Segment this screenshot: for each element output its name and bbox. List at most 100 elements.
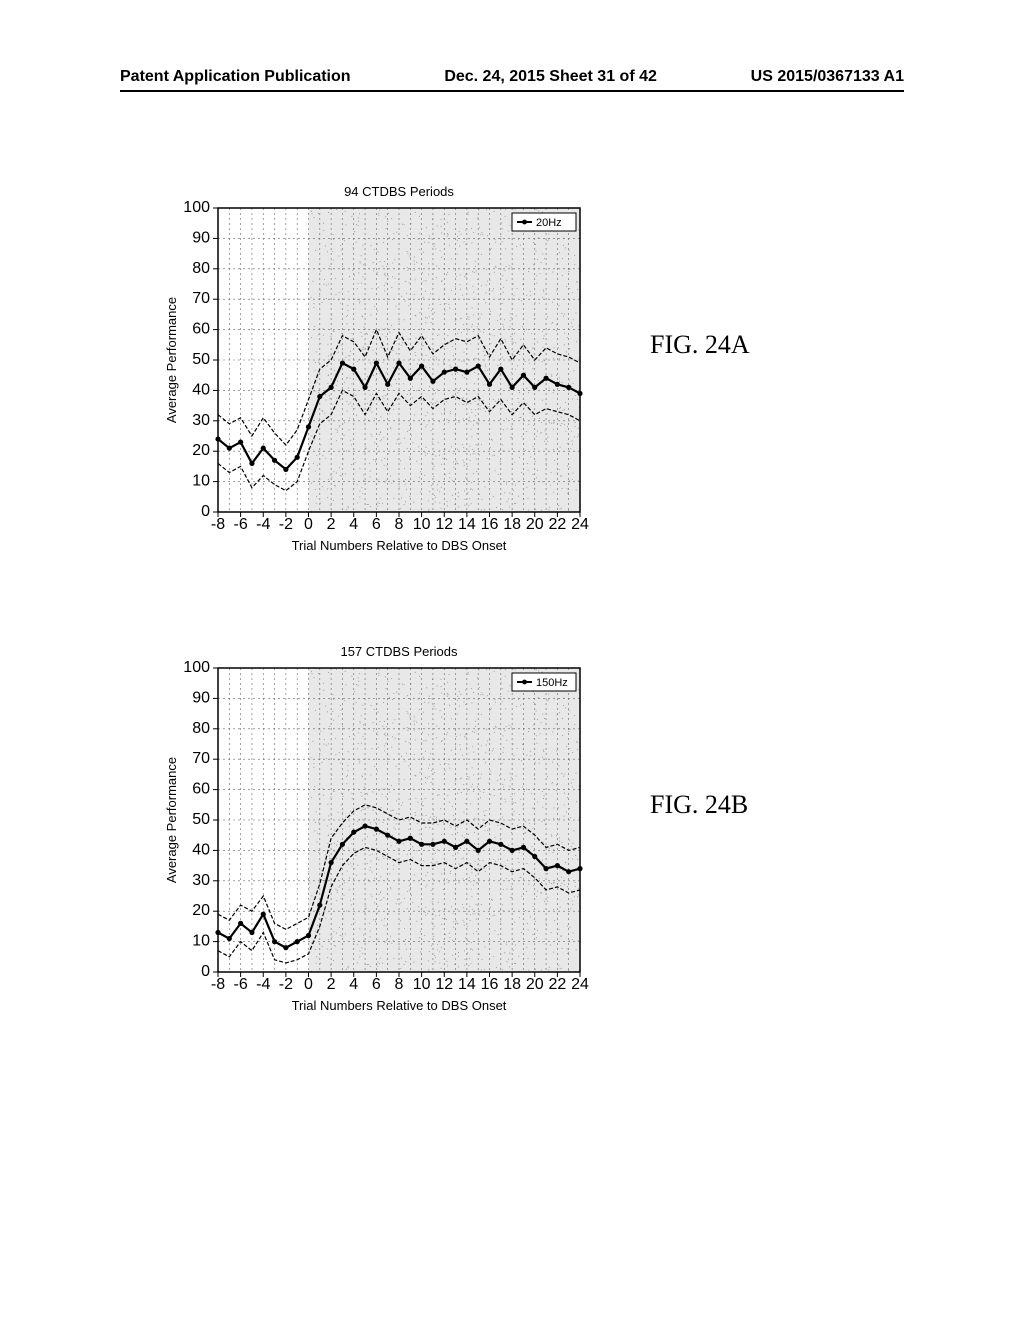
y-tick-label: 10 bbox=[192, 473, 210, 490]
data-marker bbox=[543, 376, 548, 381]
x-axis-label: Trial Numbers Relative to DBS Onset bbox=[292, 998, 507, 1013]
chart-title: 94 CTDBS Periods bbox=[344, 184, 454, 199]
x-tick-label: 8 bbox=[395, 976, 404, 993]
x-tick-label: 14 bbox=[458, 516, 476, 533]
data-marker bbox=[476, 848, 481, 853]
x-tick-label: 22 bbox=[548, 516, 566, 533]
data-marker bbox=[419, 842, 424, 847]
data-marker bbox=[543, 866, 548, 871]
data-marker bbox=[340, 842, 345, 847]
data-marker bbox=[396, 839, 401, 844]
y-tick-label: 60 bbox=[192, 781, 210, 798]
data-marker bbox=[385, 833, 390, 838]
header-left: Patent Application Publication bbox=[120, 68, 351, 86]
data-marker bbox=[442, 370, 447, 375]
data-marker bbox=[510, 385, 515, 390]
y-axis-label: Average Performance bbox=[164, 297, 179, 423]
data-marker bbox=[272, 939, 277, 944]
data-marker bbox=[521, 845, 526, 850]
x-tick-label: 22 bbox=[548, 976, 566, 993]
y-axis-label: Average Performance bbox=[164, 757, 179, 883]
data-marker bbox=[351, 367, 356, 372]
data-marker bbox=[227, 936, 232, 941]
data-marker bbox=[283, 945, 288, 950]
data-marker bbox=[442, 839, 447, 844]
data-marker bbox=[238, 921, 243, 926]
data-marker bbox=[430, 842, 435, 847]
x-axis-label: Trial Numbers Relative to DBS Onset bbox=[292, 538, 507, 553]
y-tick-label: 100 bbox=[183, 199, 210, 216]
x-tick-label: 12 bbox=[435, 516, 453, 533]
data-marker bbox=[340, 360, 345, 365]
figure-label-24a: FIG. 24A bbox=[650, 330, 750, 360]
data-marker bbox=[329, 860, 334, 865]
y-tick-label: 100 bbox=[183, 659, 210, 676]
y-tick-label: 70 bbox=[192, 750, 210, 767]
y-tick-label: 30 bbox=[192, 412, 210, 429]
data-marker bbox=[362, 385, 367, 390]
x-tick-label: 6 bbox=[372, 976, 381, 993]
data-marker bbox=[510, 848, 515, 853]
x-tick-label: 10 bbox=[413, 976, 431, 993]
data-marker bbox=[329, 385, 334, 390]
data-marker bbox=[238, 439, 243, 444]
legend-label: 150Hz bbox=[536, 677, 568, 689]
x-tick-label: -6 bbox=[234, 976, 248, 993]
x-tick-label: -6 bbox=[234, 516, 248, 533]
x-tick-label: 24 bbox=[571, 976, 589, 993]
chart-24b: -8-6-4-202468101214161820222401020304050… bbox=[160, 640, 590, 1020]
x-tick-label: 2 bbox=[327, 976, 336, 993]
y-tick-label: 40 bbox=[192, 381, 210, 398]
data-marker bbox=[295, 939, 300, 944]
x-tick-label: -2 bbox=[279, 976, 293, 993]
page-header: Patent Application Publication Dec. 24, … bbox=[120, 68, 904, 92]
data-marker bbox=[566, 385, 571, 390]
x-tick-label: -4 bbox=[256, 516, 270, 533]
x-tick-label: 0 bbox=[304, 976, 313, 993]
header-center: Dec. 24, 2015 Sheet 31 of 42 bbox=[444, 68, 657, 86]
chart-24a: -8-6-4-202468101214161820222401020304050… bbox=[160, 180, 590, 560]
data-marker bbox=[555, 382, 560, 387]
data-marker bbox=[272, 458, 277, 463]
y-tick-label: 20 bbox=[192, 902, 210, 919]
header-right: US 2015/0367133 A1 bbox=[751, 68, 904, 86]
data-marker bbox=[476, 363, 481, 368]
x-tick-label: 6 bbox=[372, 516, 381, 533]
x-tick-label: 14 bbox=[458, 976, 476, 993]
y-tick-label: 70 bbox=[192, 290, 210, 307]
y-tick-label: 50 bbox=[192, 811, 210, 828]
data-marker bbox=[521, 373, 526, 378]
data-marker bbox=[464, 370, 469, 375]
data-marker bbox=[566, 869, 571, 874]
data-marker bbox=[227, 446, 232, 451]
data-marker bbox=[295, 455, 300, 460]
y-tick-label: 20 bbox=[192, 442, 210, 459]
legend-label: 20Hz bbox=[536, 217, 562, 229]
data-marker bbox=[487, 839, 492, 844]
x-tick-label: 20 bbox=[526, 516, 544, 533]
data-marker bbox=[396, 360, 401, 365]
data-marker bbox=[261, 446, 266, 451]
figure-label-24b: FIG. 24B bbox=[650, 790, 748, 820]
data-marker bbox=[306, 933, 311, 938]
x-tick-label: 16 bbox=[481, 976, 499, 993]
y-tick-label: 80 bbox=[192, 720, 210, 737]
data-marker bbox=[317, 903, 322, 908]
x-tick-label: 20 bbox=[526, 976, 544, 993]
data-marker bbox=[249, 930, 254, 935]
data-marker bbox=[453, 367, 458, 372]
data-marker bbox=[408, 836, 413, 841]
data-marker bbox=[374, 827, 379, 832]
y-tick-label: 90 bbox=[192, 229, 210, 246]
y-tick-label: 80 bbox=[192, 260, 210, 277]
y-tick-label: 50 bbox=[192, 351, 210, 368]
data-marker bbox=[385, 382, 390, 387]
data-marker bbox=[430, 379, 435, 384]
data-marker bbox=[351, 830, 356, 835]
x-tick-label: 16 bbox=[481, 516, 499, 533]
data-marker bbox=[419, 363, 424, 368]
data-marker bbox=[249, 461, 254, 466]
x-tick-label: 12 bbox=[435, 976, 453, 993]
y-tick-label: 10 bbox=[192, 933, 210, 950]
data-marker bbox=[374, 360, 379, 365]
